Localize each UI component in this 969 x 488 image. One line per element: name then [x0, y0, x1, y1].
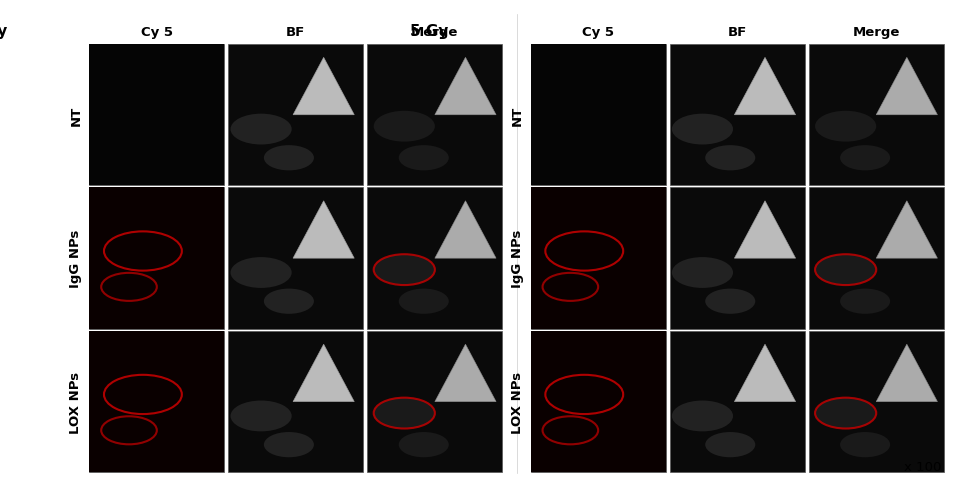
- Circle shape: [839, 146, 890, 171]
- Circle shape: [373, 112, 434, 142]
- Circle shape: [373, 398, 434, 428]
- Circle shape: [672, 114, 733, 145]
- Circle shape: [814, 255, 875, 285]
- Text: NT: NT: [70, 105, 82, 125]
- Circle shape: [814, 112, 875, 142]
- FancyBboxPatch shape: [530, 45, 665, 186]
- FancyBboxPatch shape: [530, 45, 665, 186]
- FancyBboxPatch shape: [530, 188, 665, 329]
- Circle shape: [264, 146, 314, 171]
- Text: 0 Gy: 0 Gy: [0, 24, 8, 39]
- FancyBboxPatch shape: [808, 331, 943, 472]
- FancyBboxPatch shape: [530, 331, 665, 472]
- Circle shape: [672, 258, 733, 288]
- FancyBboxPatch shape: [530, 331, 665, 472]
- Circle shape: [264, 289, 314, 314]
- FancyBboxPatch shape: [89, 188, 224, 329]
- Circle shape: [839, 432, 890, 457]
- Polygon shape: [434, 58, 495, 116]
- Circle shape: [398, 432, 449, 457]
- FancyBboxPatch shape: [89, 331, 224, 472]
- Circle shape: [231, 401, 292, 431]
- FancyBboxPatch shape: [367, 331, 502, 472]
- FancyBboxPatch shape: [228, 331, 363, 472]
- Polygon shape: [293, 58, 354, 116]
- Text: IgG NPs: IgG NPs: [511, 229, 523, 288]
- FancyBboxPatch shape: [89, 331, 224, 472]
- Polygon shape: [734, 345, 795, 402]
- Text: BF: BF: [727, 26, 746, 39]
- Circle shape: [373, 255, 434, 285]
- Circle shape: [704, 289, 755, 314]
- Text: Cy 5: Cy 5: [581, 26, 613, 39]
- Polygon shape: [293, 345, 354, 402]
- Circle shape: [704, 146, 755, 171]
- Text: 5 Gy: 5 Gy: [410, 24, 449, 39]
- Text: BF: BF: [286, 26, 305, 39]
- Text: Cy 5: Cy 5: [141, 26, 172, 39]
- Text: IgG NPs: IgG NPs: [70, 229, 82, 288]
- Polygon shape: [434, 345, 495, 402]
- FancyBboxPatch shape: [808, 45, 943, 186]
- Circle shape: [398, 289, 449, 314]
- Polygon shape: [734, 58, 795, 116]
- FancyBboxPatch shape: [89, 45, 224, 186]
- Text: x 100: x 100: [902, 460, 940, 473]
- Text: Merge: Merge: [852, 26, 899, 39]
- Circle shape: [231, 258, 292, 288]
- Polygon shape: [434, 202, 495, 259]
- Polygon shape: [875, 202, 936, 259]
- Circle shape: [839, 289, 890, 314]
- Text: Merge: Merge: [411, 26, 458, 39]
- FancyBboxPatch shape: [530, 188, 665, 329]
- Polygon shape: [875, 345, 936, 402]
- Circle shape: [398, 146, 449, 171]
- FancyBboxPatch shape: [669, 331, 804, 472]
- FancyBboxPatch shape: [89, 188, 224, 329]
- Polygon shape: [875, 58, 936, 116]
- FancyBboxPatch shape: [228, 188, 363, 329]
- Circle shape: [672, 401, 733, 431]
- Circle shape: [231, 114, 292, 145]
- Text: NT: NT: [511, 105, 523, 125]
- FancyBboxPatch shape: [89, 45, 224, 186]
- FancyBboxPatch shape: [669, 45, 804, 186]
- Circle shape: [704, 432, 755, 457]
- Polygon shape: [734, 202, 795, 259]
- FancyBboxPatch shape: [228, 45, 363, 186]
- Text: LOX NPs: LOX NPs: [70, 371, 82, 433]
- FancyBboxPatch shape: [669, 188, 804, 329]
- Polygon shape: [293, 202, 354, 259]
- Circle shape: [264, 432, 314, 457]
- Circle shape: [814, 398, 875, 428]
- FancyBboxPatch shape: [367, 188, 502, 329]
- FancyBboxPatch shape: [808, 188, 943, 329]
- Text: LOX NPs: LOX NPs: [511, 371, 523, 433]
- FancyBboxPatch shape: [367, 45, 502, 186]
